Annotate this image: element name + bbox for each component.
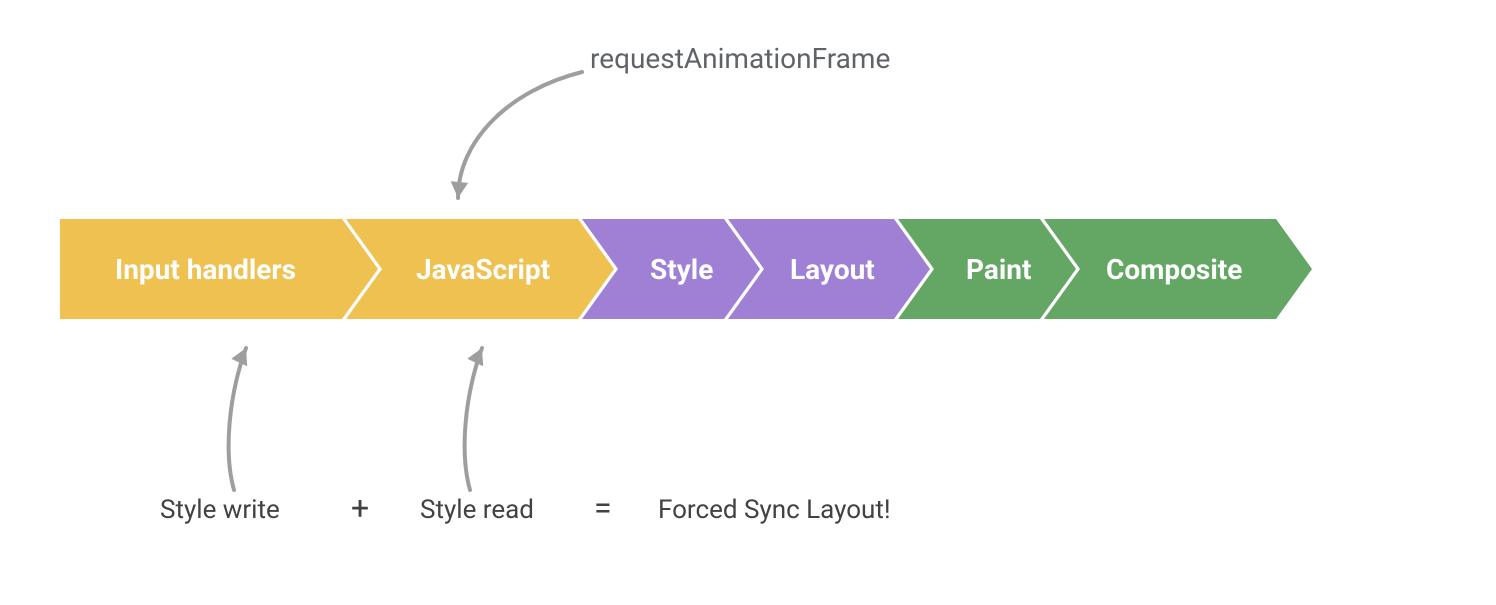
equation-text: Style write: [160, 495, 280, 525]
pipeline-stage-label: Paint: [966, 253, 1031, 286]
equation-text: Forced Sync Layout!: [658, 495, 891, 525]
equation-text: Style read: [420, 495, 534, 525]
equation-symbol: +: [351, 489, 369, 527]
equation-symbol: =: [594, 489, 612, 527]
pipeline-stage-label: Style: [650, 253, 713, 286]
pipeline-stage-label: Input handlers: [115, 253, 296, 286]
pipeline-stage: JavaScript: [346, 219, 614, 319]
pipeline-row: Input handlers JavaScript Style Layout Paint…: [60, 219, 1280, 319]
pipeline-stage-label: JavaScript: [416, 253, 550, 286]
diagram-canvas: { "type": "flowchart", "background_color…: [0, 0, 1496, 605]
pipeline-stage-label: Composite: [1106, 253, 1242, 286]
pipeline-stage: Input handlers: [60, 219, 378, 319]
pipeline-stage-label: Layout: [790, 253, 875, 286]
pipeline-stage: Composite: [1044, 219, 1312, 319]
top-annotation-text: requestAnimationFrame: [590, 42, 890, 75]
